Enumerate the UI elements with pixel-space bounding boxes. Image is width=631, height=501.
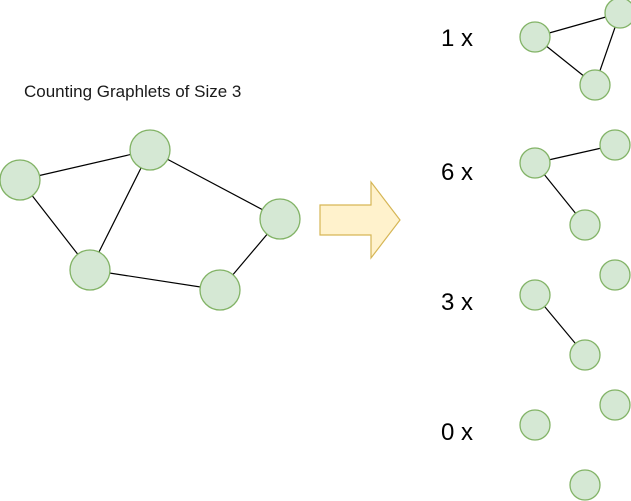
right-arrow-icon: [319, 180, 401, 260]
input-graph: [0, 129, 301, 311]
graphlet-node: [579, 69, 611, 101]
graphlet-node: [569, 209, 601, 241]
graphlet-node: [519, 409, 551, 441]
edge-a-b: [19, 149, 151, 181]
graphlet-path: 6 x: [441, 129, 631, 241]
graphlet-node: [599, 259, 631, 291]
graphlet-node: [599, 129, 631, 161]
graphlet-node: [519, 279, 551, 311]
graphlet-node: [599, 389, 631, 421]
diagram-title: Counting Graphlets of Size 3: [24, 82, 241, 101]
graphlet-count-empty: 0 x: [441, 419, 473, 446]
graph-node-e: [199, 269, 241, 311]
graph-node-a: [0, 159, 41, 201]
graphlet-count-single-edge: 3 x: [441, 289, 473, 316]
graph-node-d: [259, 198, 301, 240]
graphlet-node: [569, 469, 601, 501]
edge-b-c: [89, 149, 151, 271]
graphlet-triangle: 1 x: [441, 0, 631, 101]
graphlet-node: [519, 21, 551, 53]
graphlet-count-path: 6 x: [441, 159, 473, 186]
graphlet-node: [519, 147, 551, 179]
edge-c-e: [89, 269, 221, 291]
graph-node-c: [69, 249, 111, 291]
graph-node-b: [129, 129, 171, 171]
graphlet-node: [604, 0, 631, 29]
edge-b-d: [149, 149, 281, 220]
graphlet-count-triangle: 1 x: [441, 25, 473, 52]
graphlet-empty: 0 x: [441, 389, 631, 501]
graphlet-node: [569, 339, 601, 371]
graphlet-single-edge: 3 x: [441, 259, 631, 371]
